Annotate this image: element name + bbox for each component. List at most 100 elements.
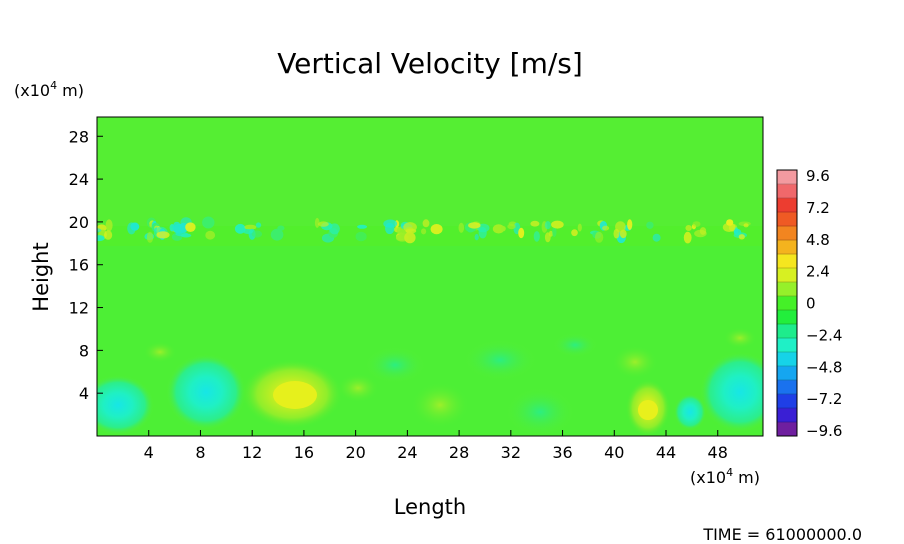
x-tick-label: 20 bbox=[345, 443, 365, 462]
heatmap-field bbox=[97, 117, 763, 436]
colorbar-segment bbox=[777, 282, 797, 297]
anomaly-blob bbox=[464, 340, 536, 380]
band-blob bbox=[403, 222, 417, 233]
band-blob bbox=[185, 222, 196, 232]
y-axis-ticks: 4 8 12 16 20 24 28 bbox=[69, 127, 103, 403]
band-blob bbox=[627, 219, 633, 231]
band-blob bbox=[251, 230, 263, 238]
band-blob bbox=[743, 223, 749, 228]
colorbar-tick-label: 0 bbox=[806, 295, 816, 313]
band-blob bbox=[242, 229, 254, 234]
plot-frame bbox=[96, 116, 764, 437]
anomaly-blob bbox=[553, 333, 597, 357]
colorbar-segment bbox=[777, 324, 797, 339]
anomaly-blob bbox=[674, 394, 706, 430]
colorbar-segment bbox=[777, 352, 797, 367]
anomaly-blob bbox=[97, 375, 154, 435]
colorbar-segment bbox=[777, 310, 797, 325]
band-blob bbox=[507, 223, 516, 230]
band-blob bbox=[314, 217, 320, 228]
anomaly-blob bbox=[166, 354, 246, 430]
anomaly-blob bbox=[365, 347, 425, 383]
band-blob bbox=[105, 219, 113, 232]
colorbar bbox=[776, 169, 798, 437]
band-blob bbox=[533, 231, 540, 242]
band-blob bbox=[422, 219, 430, 228]
colorbar-tick-label: 9.6 bbox=[806, 167, 830, 185]
x-axis-label: Length bbox=[394, 495, 466, 519]
anomaly-blob bbox=[412, 383, 468, 427]
band-blob bbox=[544, 232, 551, 243]
band-blob bbox=[551, 220, 564, 229]
y-tick-label: 24 bbox=[69, 170, 89, 189]
band-blob bbox=[726, 219, 734, 226]
anomaly-blob bbox=[700, 352, 763, 432]
anomaly-blob bbox=[506, 388, 574, 436]
colorbar-segment bbox=[777, 422, 797, 437]
band-blob bbox=[104, 230, 113, 240]
colorbar-segment bbox=[777, 394, 797, 409]
x-tick-label: 44 bbox=[656, 443, 676, 462]
band-blob bbox=[683, 231, 692, 244]
band-blob bbox=[146, 231, 154, 243]
x-unit-base: (x10 bbox=[690, 468, 726, 487]
band-blob bbox=[277, 225, 285, 231]
y-tick-label: 28 bbox=[69, 127, 89, 146]
colorbar-segment bbox=[777, 226, 797, 241]
band-blob bbox=[594, 231, 604, 243]
colorbar-segment bbox=[777, 184, 797, 199]
band-blob bbox=[430, 224, 443, 235]
x-tick-label: 12 bbox=[242, 443, 262, 462]
colorbar-tick-label: −2.4 bbox=[806, 326, 842, 344]
colorbar-segment bbox=[777, 366, 797, 381]
x-tick-label: 36 bbox=[552, 443, 572, 462]
anomaly-blob bbox=[144, 342, 176, 362]
band-blob bbox=[318, 221, 329, 227]
x-unit-tail: m) bbox=[733, 468, 760, 487]
band-blob bbox=[202, 216, 215, 229]
y-tick-label: 4 bbox=[79, 384, 89, 403]
x-tick-label: 24 bbox=[397, 443, 417, 462]
colorbar-tick-label: 2.4 bbox=[806, 263, 830, 281]
band-blob bbox=[97, 235, 105, 242]
x-unit-exponent: 4 bbox=[726, 466, 733, 479]
band-blob bbox=[97, 228, 102, 233]
colorbar-segment bbox=[777, 296, 797, 311]
colorbar-labels: 9.6 7.2 4.8 2.4 0 −2.4 −4.8 −7.2 −9.6 bbox=[806, 167, 842, 440]
time-label: TIME = 61000000.0 bbox=[702, 525, 862, 544]
y-tick-label: 12 bbox=[69, 299, 89, 318]
x-tick-label: 48 bbox=[708, 443, 728, 462]
band-blob bbox=[692, 221, 701, 228]
anomaly-blob bbox=[724, 328, 756, 348]
colorbar-frame bbox=[776, 169, 798, 437]
band-blob bbox=[357, 224, 368, 229]
band-blob bbox=[244, 224, 257, 230]
band-blob bbox=[180, 233, 192, 238]
band-blob bbox=[205, 230, 216, 240]
colorbar-segment bbox=[777, 198, 797, 213]
colorbar-segment bbox=[777, 338, 797, 353]
upper-layer-band bbox=[97, 117, 763, 227]
band-blob bbox=[544, 221, 551, 230]
band-blob bbox=[699, 227, 707, 235]
band-blob bbox=[501, 226, 506, 232]
band-blob bbox=[421, 228, 427, 235]
x-tick-label: 4 bbox=[144, 443, 154, 462]
x-tick-label: 32 bbox=[501, 443, 521, 462]
band-blob bbox=[383, 219, 398, 228]
y-unit-tail: m) bbox=[57, 81, 84, 100]
band-blob bbox=[270, 228, 284, 241]
colorbar-segment bbox=[777, 408, 797, 423]
colorbar-tick-label: −7.2 bbox=[806, 390, 842, 408]
band-blob bbox=[130, 222, 140, 231]
colorbar-segment bbox=[777, 380, 797, 395]
tropopause-band bbox=[97, 226, 763, 246]
x-tick-label: 8 bbox=[195, 443, 205, 462]
band-blob bbox=[172, 221, 181, 233]
colorbar-tick-label: 4.8 bbox=[806, 231, 830, 249]
x-axis-unit: (x104 m) bbox=[690, 466, 760, 487]
anomaly-blob bbox=[613, 346, 657, 378]
band-blob bbox=[468, 222, 481, 229]
colorbar-segment bbox=[777, 212, 797, 227]
